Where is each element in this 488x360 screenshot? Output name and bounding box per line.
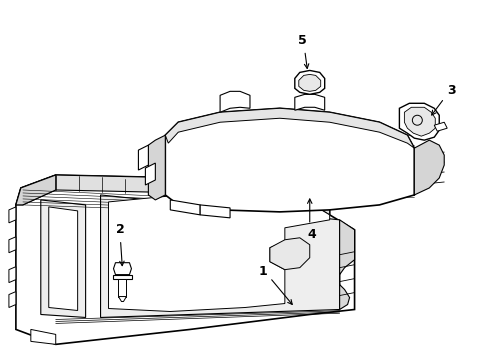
Polygon shape [112, 275, 132, 279]
Polygon shape [108, 196, 329, 311]
Polygon shape [433, 122, 447, 131]
Polygon shape [16, 175, 329, 215]
Polygon shape [165, 108, 413, 148]
Polygon shape [101, 195, 339, 318]
Polygon shape [148, 135, 165, 200]
Polygon shape [165, 108, 413, 212]
Polygon shape [16, 175, 56, 205]
Text: 4: 4 [307, 228, 315, 241]
Polygon shape [9, 237, 16, 253]
Polygon shape [41, 200, 85, 318]
Polygon shape [49, 207, 78, 310]
Text: 1: 1 [258, 265, 267, 278]
Polygon shape [9, 267, 16, 283]
Polygon shape [269, 238, 309, 270]
Polygon shape [294, 71, 324, 94]
Polygon shape [294, 94, 324, 110]
Polygon shape [118, 279, 126, 297]
Polygon shape [31, 329, 56, 345]
Polygon shape [220, 91, 249, 112]
Text: 3: 3 [446, 84, 455, 97]
Polygon shape [145, 163, 155, 185]
Polygon shape [170, 200, 200, 215]
Polygon shape [16, 175, 354, 345]
Polygon shape [298, 75, 320, 91]
Polygon shape [339, 220, 354, 310]
Polygon shape [399, 103, 438, 140]
Polygon shape [9, 292, 16, 307]
Polygon shape [404, 107, 434, 136]
Text: 2: 2 [116, 223, 124, 236]
Polygon shape [138, 145, 148, 170]
Text: 5: 5 [298, 34, 306, 47]
Polygon shape [9, 207, 16, 223]
Polygon shape [200, 205, 229, 218]
Polygon shape [113, 263, 131, 275]
Polygon shape [413, 140, 443, 195]
Polygon shape [118, 297, 126, 302]
